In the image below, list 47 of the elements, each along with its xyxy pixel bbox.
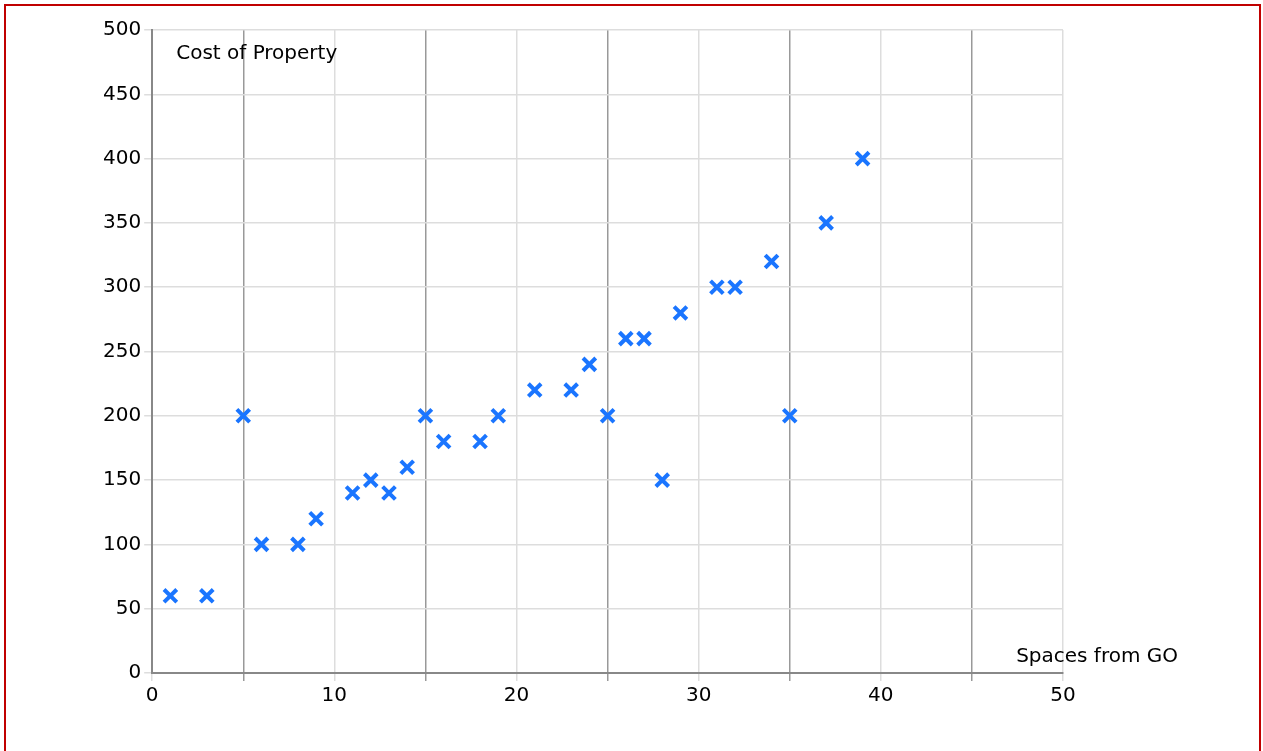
point (562, 381, 580, 399)
y-tick-label: 0 (128, 659, 142, 684)
point (635, 330, 653, 347)
point (234, 407, 252, 425)
point (471, 433, 489, 450)
y-tick-label: 250 (102, 337, 142, 362)
point (817, 214, 835, 232)
point (307, 510, 325, 528)
y-tick-label: 500 (102, 16, 142, 41)
point (781, 407, 799, 425)
y-tick-label: 150 (102, 466, 142, 491)
y-tick-label: 200 (102, 402, 142, 426)
point (599, 407, 616, 425)
y-tick-label: 100 (102, 530, 142, 555)
point (417, 407, 434, 425)
point (672, 304, 689, 322)
point (489, 407, 507, 425)
x-tick-label: 50 (1050, 682, 1076, 707)
point (763, 253, 780, 270)
point (289, 536, 307, 553)
point (162, 587, 179, 605)
point (581, 356, 598, 373)
point (653, 471, 671, 489)
point (526, 381, 544, 399)
y-tick-label: 50 (115, 594, 142, 619)
x-tick-label: 40 (868, 682, 894, 707)
point (253, 536, 270, 553)
x-tick-label: 20 (503, 682, 530, 707)
x-tick-label: 0 (145, 682, 159, 707)
y-axis-title: Cost of Property (176, 40, 338, 65)
point (380, 484, 398, 502)
y-tick-label: 350 (102, 209, 142, 234)
point (344, 484, 361, 502)
x-axis-title: Spaces from GO (1016, 643, 1178, 668)
point (708, 278, 726, 296)
x-tick-label: 10 (321, 682, 348, 707)
point (198, 587, 216, 605)
y-tick-label: 400 (102, 144, 142, 169)
x-tick-label: 30 (685, 682, 712, 707)
point (854, 150, 871, 167)
y-tick-label: 300 (102, 273, 142, 298)
point (435, 433, 452, 450)
point (362, 471, 380, 489)
point (617, 330, 635, 347)
point (726, 278, 744, 296)
point (398, 458, 416, 476)
y-tick-label: 450 (102, 80, 142, 105)
